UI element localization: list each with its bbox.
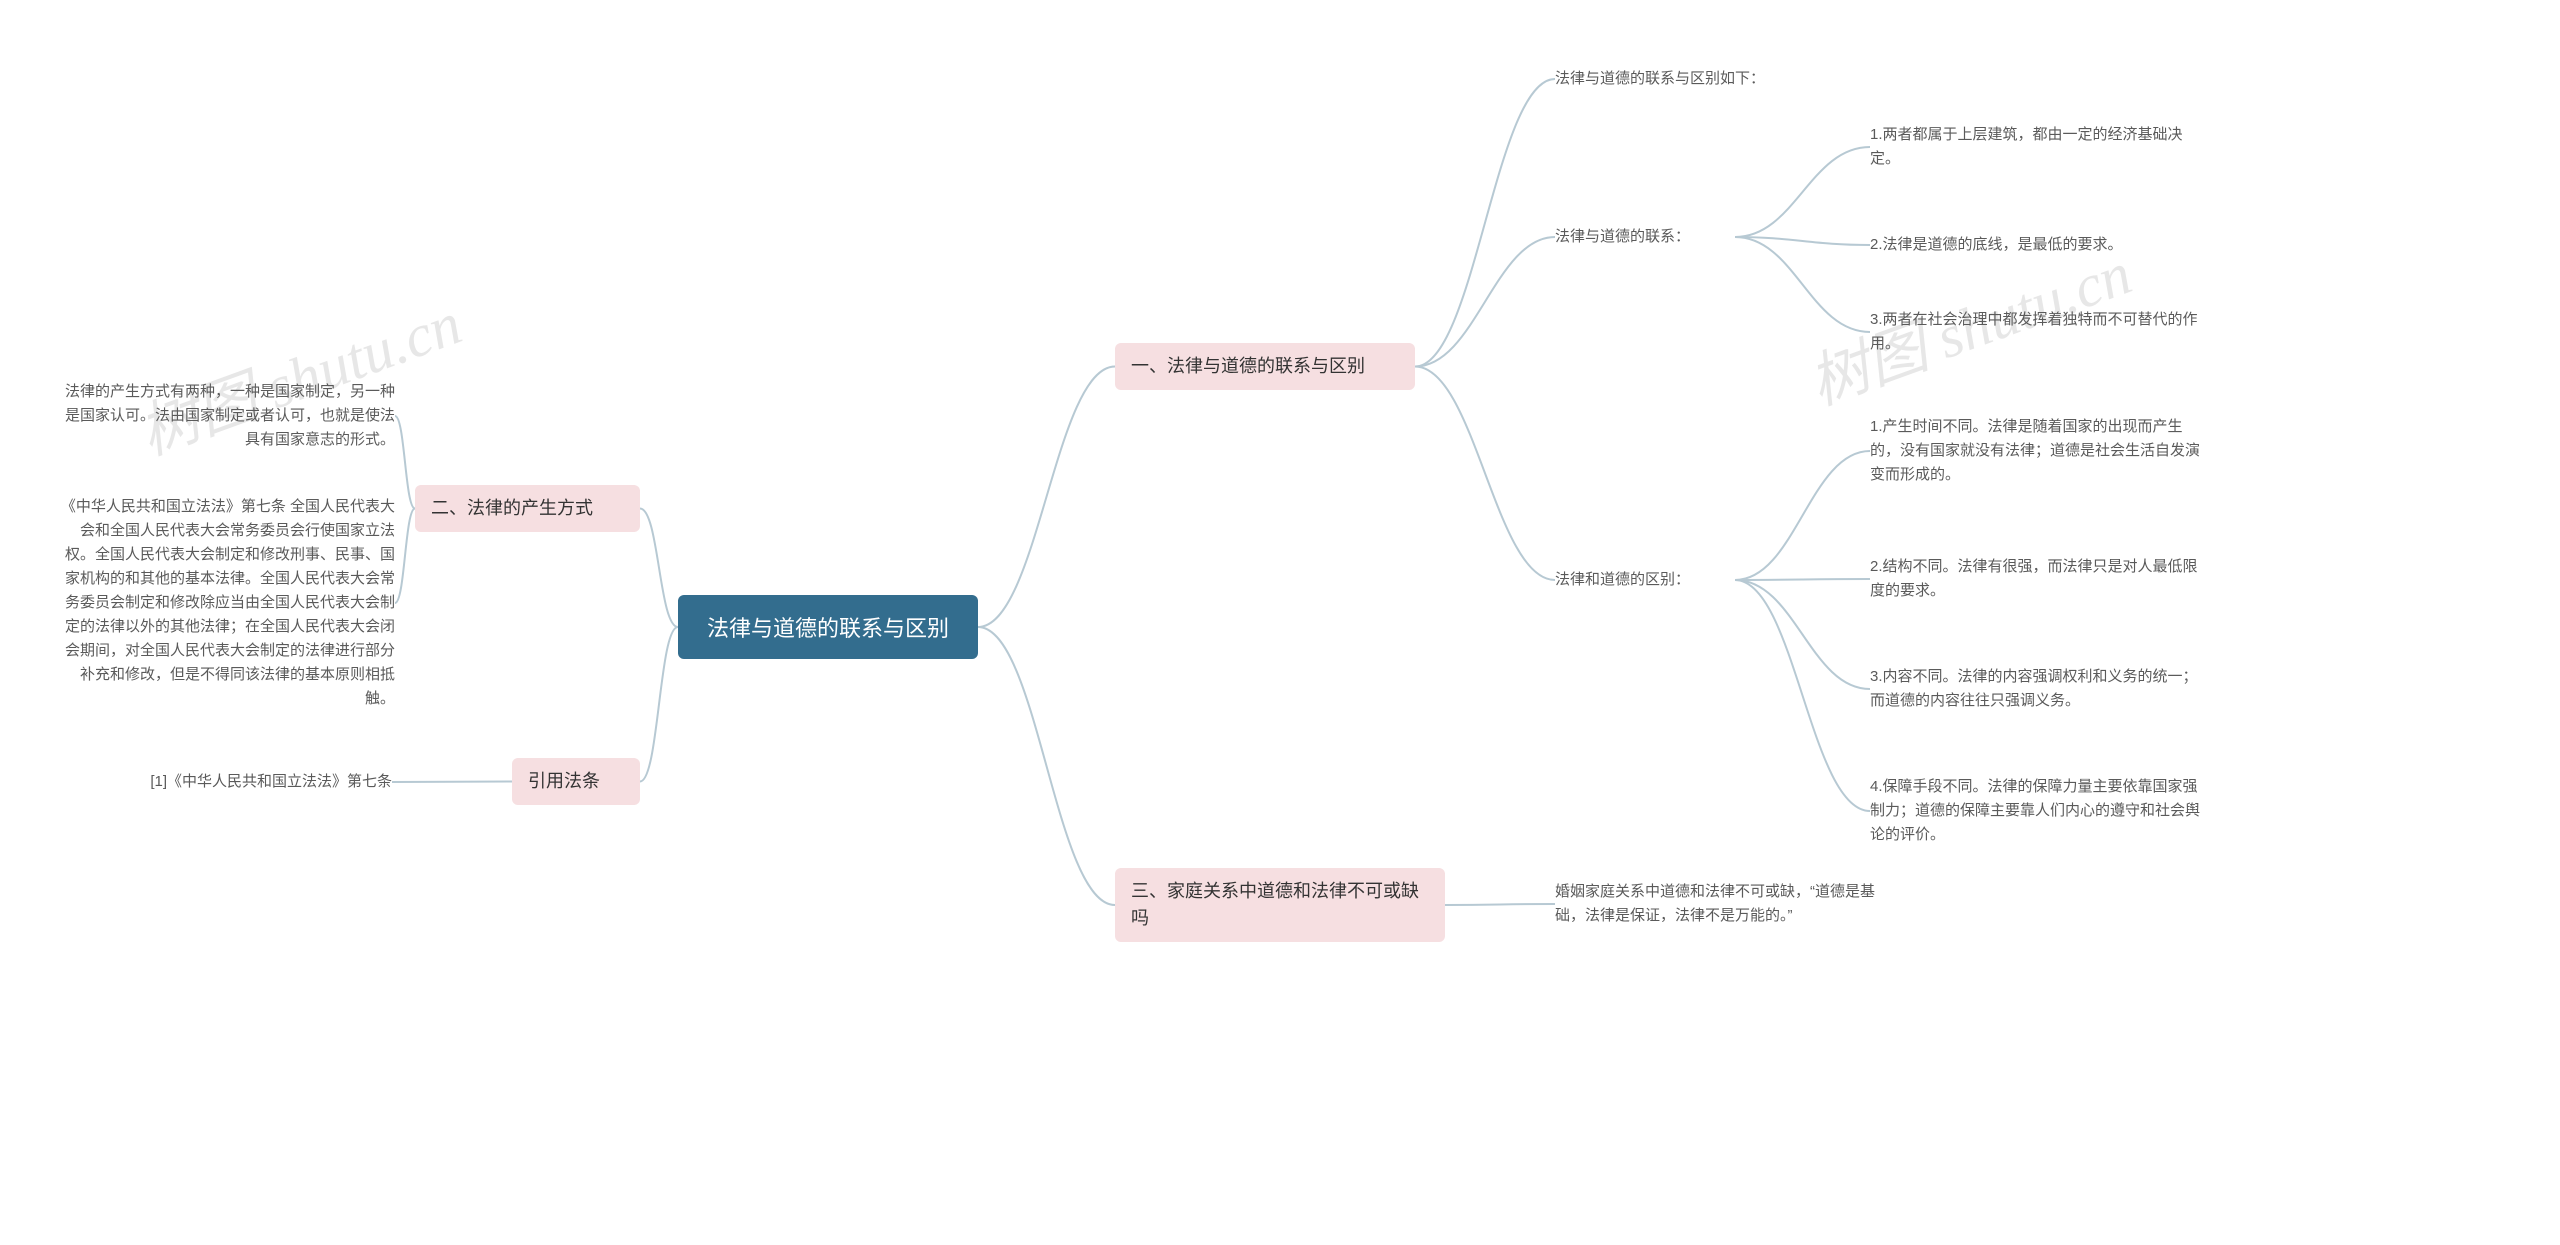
root-node[interactable]: 法律与道德的联系与区别 (678, 595, 978, 659)
branch-1[interactable]: 一、法律与道德的联系与区别 (1115, 343, 1415, 390)
leaf-origin-2[interactable]: 《中华人民共和国立法法》第七条 全国人民代表大会和全国人民代表大会常务委员会行使… (60, 495, 395, 711)
leaf-origin-1[interactable]: 法律的产生方式有两种，一种是国家制定，另一种是国家认可。法由国家制定或者认可，也… (60, 380, 395, 452)
subnode-intro[interactable]: 法律与道德的联系与区别如下： (1555, 67, 1815, 91)
mindmap-canvas: 树图 shutu.cn 树图 shutu.cn 法律与道德的联系与区别 一、法律… (0, 0, 2560, 1245)
leaf-diff-3[interactable]: 3.内容不同。法律的内容强调权利和义务的统一；而道德的内容往往只强调义务。 (1870, 665, 2210, 713)
leaf-citation[interactable]: [1]《中华人民共和国立法法》第七条 (92, 770, 392, 794)
leaf-conn-2[interactable]: 2.法律是道德的底线，是最低的要求。 (1870, 233, 2210, 257)
branch-2[interactable]: 二、法律的产生方式 (415, 485, 640, 532)
leaf-family[interactable]: 婚姻家庭关系中道德和法律不可或缺，“道德是基础，法律是保证，法律不是万能的。” (1555, 880, 1895, 928)
subnode-difference[interactable]: 法律和道德的区别： (1555, 568, 1735, 592)
leaf-diff-1[interactable]: 1.产生时间不同。法律是随着国家的出现而产生的，没有国家就没有法律；道德是社会生… (1870, 415, 2210, 487)
leaf-diff-2[interactable]: 2.结构不同。法律有很强，而法律只是对人最低限度的要求。 (1870, 555, 2210, 603)
subnode-connection[interactable]: 法律与道德的联系： (1555, 225, 1735, 249)
leaf-diff-4[interactable]: 4.保障手段不同。法律的保障力量主要依靠国家强制力；道德的保障主要靠人们内心的遵… (1870, 775, 2210, 847)
branch-3[interactable]: 引用法条 (512, 758, 640, 805)
leaf-conn-1[interactable]: 1.两者都属于上层建筑，都由一定的经济基础决定。 (1870, 123, 2210, 171)
branch-4[interactable]: 三、家庭关系中道德和法律不可或缺吗 (1115, 868, 1445, 942)
leaf-conn-3[interactable]: 3.两者在社会治理中都发挥着独特而不可替代的作用。 (1870, 308, 2210, 356)
